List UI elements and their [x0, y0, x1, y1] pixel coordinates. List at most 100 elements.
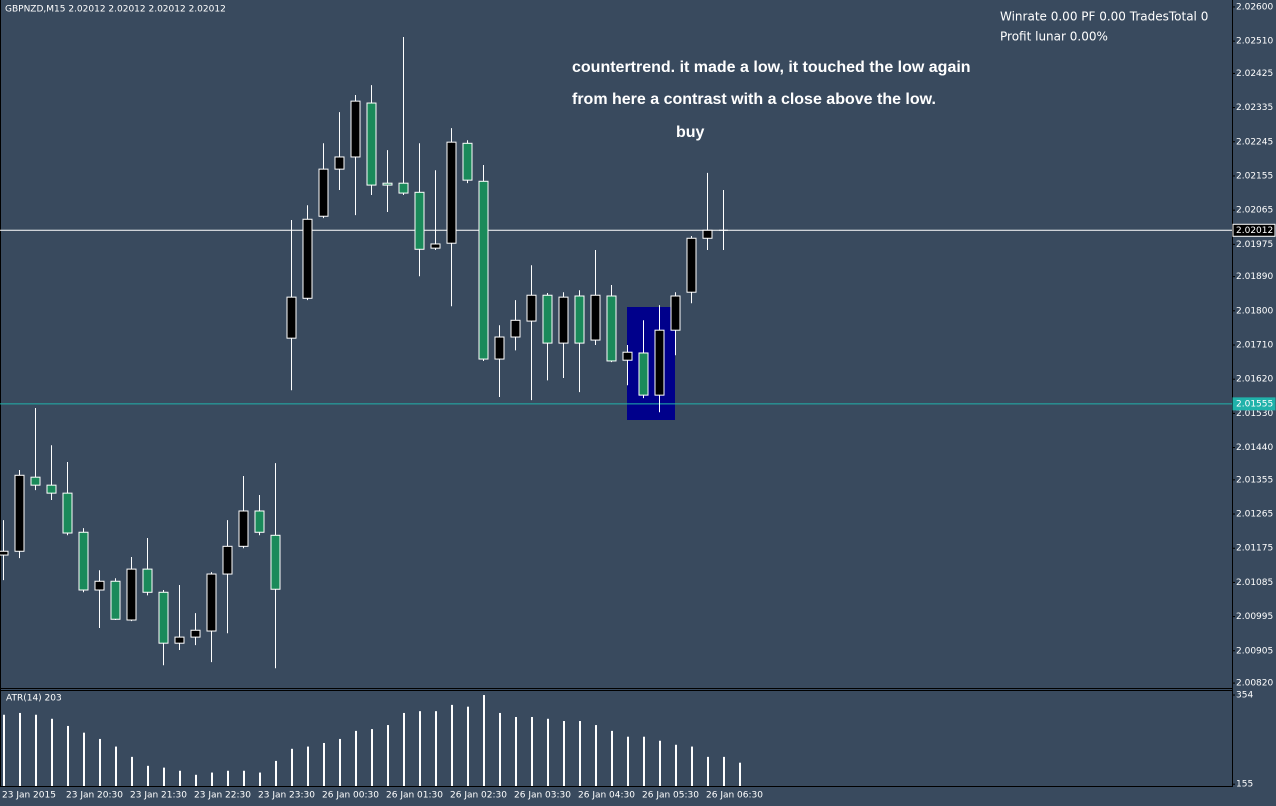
- candle-body: [142, 568, 153, 593]
- candle-body: [222, 545, 233, 575]
- candle-body: [0, 550, 9, 556]
- y-tick-label: 2.02065: [1236, 206, 1273, 216]
- candle-body: [430, 243, 441, 249]
- y-tick-label: 2.01975: [1236, 240, 1273, 250]
- y-tick-label: 2.00820: [1236, 679, 1273, 689]
- atr-bar: [595, 725, 597, 786]
- candle-body: [606, 295, 617, 362]
- atr-bar: [531, 716, 533, 786]
- x-tick-label: 26 Jan 01:30: [386, 791, 443, 801]
- candle-body: [478, 180, 489, 360]
- y-tick-label: 2.02600: [1236, 2, 1273, 12]
- y-tick-label: 2.01530: [1236, 409, 1273, 419]
- y-tick-label: 2.01620: [1236, 375, 1273, 385]
- atr-bar: [35, 714, 37, 786]
- candle-body: [302, 218, 313, 299]
- x-tick-label: 23 Jan 20:30: [66, 791, 123, 801]
- candle-body: [526, 294, 537, 322]
- atr-bar: [643, 736, 645, 786]
- atr-bar: [403, 712, 405, 786]
- candle-body: [558, 296, 569, 344]
- price-label-box: [1232, 397, 1276, 411]
- y-tick-label: 354: [1236, 691, 1253, 701]
- indicator-title: ATR(14) 203: [6, 694, 62, 704]
- atr-bar: [163, 767, 165, 786]
- atr-bar: [275, 760, 277, 786]
- price-label: 2.01555: [1236, 399, 1273, 409]
- candle-body: [126, 568, 137, 621]
- y-tick-label: 2.02335: [1236, 103, 1273, 113]
- atr-bar: [739, 762, 741, 786]
- x-tick-label: 23 Jan 23:30: [258, 791, 315, 801]
- candle-body: [446, 141, 457, 244]
- y-tick-label: 2.01355: [1236, 475, 1273, 485]
- atr-bar: [515, 716, 517, 786]
- price-label-box: [1232, 223, 1276, 237]
- y-tick-label: 2.02245: [1236, 137, 1273, 147]
- candle-body: [350, 100, 361, 158]
- atr-bar: [547, 718, 549, 786]
- atr-bar: [467, 706, 469, 786]
- atr-bar: [195, 774, 197, 786]
- x-tick-label: 26 Jan 04:30: [578, 791, 635, 801]
- atr-bar: [611, 730, 613, 786]
- atr-bar: [307, 746, 309, 786]
- candle-body: [62, 492, 73, 534]
- atr-bar: [435, 711, 437, 786]
- y-tick-label: 2.02425: [1236, 69, 1273, 79]
- y-tick-label: 2.01890: [1236, 272, 1273, 282]
- stats-line: Winrate 0.00 PF 0.00 TradesTotal 0: [1000, 10, 1208, 24]
- atr-bar: [323, 742, 325, 786]
- atr-bar: [659, 740, 661, 786]
- y-tick-label: 2.01440: [1236, 443, 1273, 453]
- candle-body: [542, 294, 553, 344]
- y-tick-label: 155: [1236, 780, 1253, 790]
- y-tick-label: 2.00905: [1236, 646, 1273, 656]
- atr-bar: [19, 712, 21, 786]
- candle-body: [30, 476, 41, 486]
- candle-body: [494, 336, 505, 360]
- y-tick-label: 2.02155: [1236, 171, 1273, 181]
- x-tick-label: 23 Jan 22:30: [194, 791, 251, 801]
- chart-title: GBPNZD,M15 2.02012 2.02012 2.02012 2.020…: [5, 5, 226, 15]
- x-tick-label: 23 Jan 21:30: [130, 791, 187, 801]
- stats-line: Profit lunar 0.00%: [1000, 30, 1108, 44]
- atr-bar: [3, 714, 5, 786]
- y-tick-label: 2.01175: [1236, 544, 1273, 554]
- candle-body: [14, 474, 25, 552]
- atr-bar: [483, 695, 485, 786]
- annotation: buy: [676, 124, 705, 141]
- atr-bar: [499, 712, 501, 786]
- candle-body: [462, 142, 473, 181]
- candle-body: [238, 510, 249, 547]
- atr-bar: [147, 765, 149, 786]
- candle-body: [78, 531, 89, 591]
- atr-bar: [579, 721, 581, 786]
- atr-bar: [451, 704, 453, 786]
- atr-bar: [675, 744, 677, 786]
- x-tick-label: 26 Jan 00:30: [322, 791, 379, 801]
- candle-body: [382, 182, 393, 186]
- x-tick-label: 26 Jan 06:30: [706, 791, 763, 801]
- candle-body: [190, 629, 201, 638]
- annotation: countertrend. it made a low, it touched …: [572, 59, 971, 76]
- candle-body: [286, 296, 297, 339]
- candle-body: [638, 352, 649, 396]
- atr-bar: [419, 711, 421, 786]
- x-tick-label: 23 Jan 2015: [2, 791, 56, 801]
- atr-bar: [227, 770, 229, 786]
- y-tick-label: 2.02510: [1236, 37, 1273, 47]
- atr-bar: [179, 770, 181, 786]
- atr-bar: [691, 746, 693, 786]
- candle-body: [414, 191, 425, 250]
- candle-body: [398, 182, 409, 194]
- atr-bar: [115, 746, 117, 786]
- candle-body: [206, 573, 217, 632]
- atr-bar: [627, 736, 629, 786]
- y-tick-label: 2.01710: [1236, 341, 1273, 351]
- atr-bar: [291, 748, 293, 786]
- y-tick-label: 2.01085: [1236, 578, 1273, 588]
- atr-bar: [243, 770, 245, 786]
- candle-body: [158, 591, 169, 644]
